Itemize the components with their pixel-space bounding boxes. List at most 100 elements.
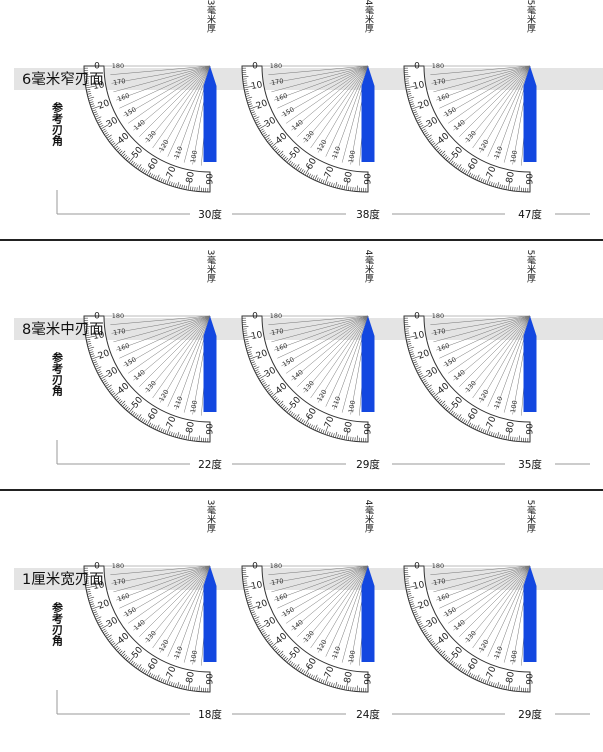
scale-tick — [426, 384, 432, 389]
scale-tick — [269, 392, 274, 396]
scale-tick — [185, 435, 188, 440]
protractor-spoke — [430, 65, 531, 75]
scale-tick — [314, 174, 318, 181]
scale-tick — [490, 681, 493, 686]
scale-tick — [459, 416, 463, 421]
scale-tick — [125, 406, 129, 410]
scale-tick — [98, 623, 103, 626]
scale-tick — [291, 413, 295, 417]
scale-tick — [255, 121, 260, 124]
scale-tick — [286, 405, 294, 413]
protractor-spoke — [435, 65, 531, 101]
thickness-label: 3毫米厚 — [205, 250, 216, 284]
scale-tick — [90, 603, 95, 606]
scale-tick — [89, 601, 94, 604]
scale-tick — [158, 427, 161, 432]
scale-tick — [443, 655, 448, 659]
scale-tick — [128, 155, 136, 163]
scale-tick — [509, 186, 512, 191]
scale-tick — [281, 155, 286, 159]
scale-tick — [96, 369, 101, 372]
scale-tick — [274, 397, 278, 401]
scale-tick — [275, 148, 279, 153]
scale-tick — [104, 632, 108, 635]
scale-tick — [280, 403, 284, 407]
scale-tick — [407, 93, 412, 95]
scale-tick — [330, 682, 333, 687]
scale-tick — [405, 86, 415, 89]
scale-tick — [461, 418, 464, 422]
scale-tick — [411, 355, 421, 360]
scale-label-inner: 170 — [113, 327, 127, 337]
scale-tick — [407, 595, 412, 597]
scale-label: 90 — [526, 673, 536, 685]
scale-tick — [268, 640, 273, 644]
scale-tick — [156, 174, 160, 181]
scale-tick — [452, 411, 456, 416]
scale-tick — [408, 599, 413, 602]
scale-tick — [410, 605, 415, 608]
scale-tick — [244, 341, 249, 343]
scale-tick — [518, 185, 520, 192]
protractor-spoke — [119, 565, 211, 609]
scale-tick — [434, 645, 439, 649]
scale-tick — [185, 685, 188, 690]
protractor-spoke — [453, 315, 531, 381]
scale-tick — [484, 679, 487, 684]
scale-tick — [246, 596, 253, 599]
scale-label-inner: 160 — [436, 342, 450, 354]
scale-tick — [137, 664, 142, 670]
scale-tick — [299, 418, 302, 422]
protractor-spoke — [465, 315, 531, 393]
protractor-spoke — [281, 65, 369, 117]
scale-tick — [492, 182, 495, 187]
scale-tick — [488, 681, 491, 686]
scale-tick — [181, 184, 183, 189]
scale-tick — [410, 103, 415, 106]
scale-tick — [104, 382, 108, 385]
scale-tick — [109, 139, 113, 143]
scale-tick — [250, 109, 255, 112]
scale-label: 80 — [343, 421, 355, 434]
scale-tick — [90, 353, 95, 356]
scale-tick — [132, 411, 136, 416]
scale-tick — [427, 387, 432, 391]
scale-tick — [192, 436, 194, 441]
scale-tick — [417, 621, 422, 624]
scale-tick — [277, 650, 281, 654]
scale-tick — [250, 609, 255, 612]
scale-tick — [470, 673, 473, 678]
scale-tick — [472, 674, 475, 679]
protractor-spoke — [167, 315, 211, 407]
protractor-spoke — [439, 315, 531, 359]
scale-label-inner: 120 — [477, 388, 490, 403]
scale-tick — [152, 674, 155, 679]
scale-label-inner: 170 — [113, 577, 127, 587]
scale-label-inner: 160 — [274, 592, 288, 604]
scale-tick — [271, 390, 279, 398]
scale-label: 10 — [250, 580, 263, 592]
scale-label-inner: 130 — [464, 629, 478, 644]
scale-tick — [102, 630, 107, 634]
scale-tick — [415, 116, 422, 120]
scale-tick — [424, 382, 428, 385]
scale-tick — [258, 624, 267, 630]
blade-shape — [203, 316, 217, 412]
scale-tick — [343, 435, 346, 440]
scale-tick — [318, 428, 321, 433]
protractor: 0102030405060708090901001101201301401501… — [83, 250, 222, 471]
scale-tick — [111, 142, 116, 146]
scale-tick — [455, 414, 459, 419]
scale-tick — [492, 432, 495, 437]
scale-tick — [187, 431, 190, 441]
scale-tick — [86, 91, 91, 93]
scale-tick — [139, 666, 143, 671]
scale-tick — [452, 661, 456, 666]
scale-tick — [127, 657, 131, 662]
protractor-spoke — [317, 315, 369, 403]
scale-tick — [248, 603, 253, 606]
scale-tick — [107, 137, 112, 141]
scale-label-inner: 180 — [432, 312, 444, 320]
scale-tick — [499, 684, 501, 689]
scale-tick — [137, 164, 142, 170]
